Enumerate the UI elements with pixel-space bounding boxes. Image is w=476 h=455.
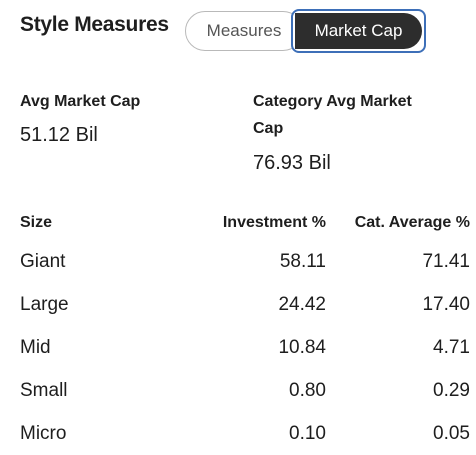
table-row: Mid 10.84 4.71 (20, 326, 470, 369)
market-cap-toggle-button[interactable]: Market Cap (291, 9, 426, 53)
size-cell: Mid (20, 337, 51, 358)
category-avg-market-cap-value: 76.93 Bil (253, 152, 331, 174)
size-cell: Large (20, 294, 69, 315)
column-header-investment: Investment % (222, 214, 326, 231)
cat-average-cell: 0.29 (433, 380, 470, 401)
table-header-row: Size Investment % Cat. Average % (20, 206, 470, 240)
category-avg-market-cap-label-line1: Category Avg Market (253, 93, 412, 110)
size-cell: Giant (20, 251, 66, 272)
investment-cell: 0.80 (289, 380, 326, 401)
cat-average-cell: 71.41 (422, 251, 470, 272)
investment-cell: 0.10 (289, 423, 326, 444)
investment-cell: 24.42 (278, 294, 326, 315)
size-cell: Small (20, 380, 68, 401)
table-row: Small 0.80 0.29 (20, 369, 470, 412)
market-cap-toggle-label: Market Cap (295, 13, 422, 49)
table-row: Micro 0.10 0.05 (20, 412, 470, 455)
cat-average-cell: 0.05 (433, 423, 470, 444)
cat-average-cell: 17.40 (422, 294, 470, 315)
table-row: Giant 58.11 71.41 (20, 240, 470, 283)
category-avg-market-cap-label-line2: Cap (253, 120, 284, 137)
size-cell: Micro (20, 423, 67, 444)
market-cap-table: Size Investment % Cat. Average % Giant 5… (20, 206, 470, 455)
section-title: Style Measures (20, 13, 169, 36)
avg-market-cap-label: Avg Market Cap (20, 93, 141, 110)
investment-cell: 58.11 (279, 251, 326, 272)
avg-market-cap-value: 51.12 Bil (20, 124, 98, 146)
cat-average-cell: 4.71 (433, 337, 470, 358)
measures-toggle-button[interactable]: Measures (185, 11, 303, 51)
column-header-size: Size (20, 214, 53, 231)
column-header-cat-average: Cat. Average % (354, 214, 470, 231)
investment-cell: 10.84 (278, 337, 326, 358)
view-toggle: Measures Market Cap (185, 9, 426, 53)
table-row: Large 24.42 17.40 (20, 283, 470, 326)
